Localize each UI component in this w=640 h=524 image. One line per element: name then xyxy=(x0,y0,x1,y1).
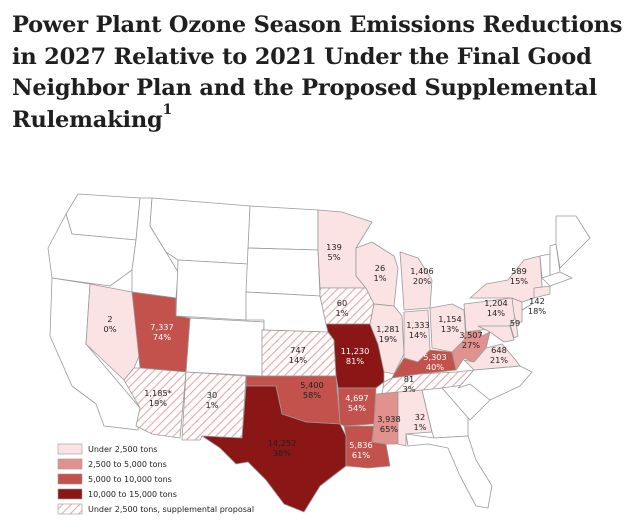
label-west-virginia: 3,507 27% xyxy=(459,330,482,350)
label-tennessee: 81 3% xyxy=(403,374,416,394)
state-florida xyxy=(405,433,493,509)
state-massachusetts xyxy=(541,271,573,287)
label-mississippi: 3,938 65% xyxy=(377,414,400,434)
state-wyoming xyxy=(175,259,249,321)
state-south-dakota xyxy=(245,247,321,297)
legend-label: 2,500 to 5,000 tons xyxy=(88,460,167,469)
map-legend: Under 2,500 tons 2,500 to 5,000 tons 5,0… xyxy=(57,443,254,515)
state-arizona xyxy=(123,367,187,439)
state-texas xyxy=(201,385,347,513)
label-new-jersey: 142 18% xyxy=(528,296,546,316)
state-pennsylvania xyxy=(463,297,517,333)
label-arizona: 1,185* 19% xyxy=(144,388,172,408)
label-ohio: 1,154 13% xyxy=(438,314,461,334)
state-delaware xyxy=(509,321,519,339)
label-new-york: 589 15% xyxy=(510,266,528,286)
legend-item-2500-5000: 2,500 to 5,000 tons xyxy=(57,458,167,470)
legend-label: Under 2,500 tons, supplemental proposal xyxy=(88,505,254,514)
legend-item-10000-15000: 10,000 to 15,000 tons xyxy=(57,488,177,500)
label-missouri: 11,230 81% xyxy=(341,346,370,366)
label-utah: 7,337 74% xyxy=(150,322,173,342)
state-north-dakota xyxy=(247,205,319,251)
label-oklahoma: 5,400 58% xyxy=(300,380,323,400)
state-colorado xyxy=(185,317,265,377)
state-virginia xyxy=(463,343,521,371)
title-text: Power Plant Ozone Season Emissions Reduc… xyxy=(12,12,623,133)
state-connecticut xyxy=(533,285,551,299)
page-title: Power Plant Ozone Season Emissions Reduc… xyxy=(12,10,632,136)
legend-item-5000-10000: 5,000 to 10,000 tons xyxy=(57,473,172,485)
state-arkansas xyxy=(337,387,377,427)
state-washington xyxy=(65,193,141,241)
label-illinois: 1,281 19% xyxy=(376,324,399,344)
label-wisconsin: 26 1% xyxy=(374,263,387,283)
legend-item-under-2500: Under 2,500 tons xyxy=(57,443,157,455)
legend-label: 10,000 to 15,000 tons xyxy=(88,490,177,499)
state-maryland xyxy=(477,325,515,343)
state-vermont xyxy=(539,253,551,279)
label-nevada: 2 0% xyxy=(104,314,117,334)
new-jersey-leader-line xyxy=(521,303,533,311)
label-michigan: 1,406 20% xyxy=(410,266,433,286)
label-iowa: 60 1% xyxy=(336,298,349,318)
title-footnote-marker: 1 xyxy=(162,102,173,118)
us-ozone-emissions-map: 2 0% 7,337 74% 1,185* 19% 30 1% 747 14% 5,400… xyxy=(47,193,591,515)
label-alabama: 32 1% xyxy=(414,412,427,432)
label-virginia: 648 21% xyxy=(490,345,508,365)
label-kentucky: 5,303 40% xyxy=(423,352,446,372)
label-indiana: 1,333 14% xyxy=(406,320,429,340)
label-pennsylvania: 1,204 14% xyxy=(484,298,507,318)
label-louisiana: 5,836 61% xyxy=(349,440,372,460)
state-oregon xyxy=(47,213,137,287)
legend-label: 5,000 to 10,000 tons xyxy=(88,475,172,484)
label-arkansas: 4,697 54% xyxy=(345,393,368,413)
label-texas: 14,252 38% xyxy=(268,438,297,458)
legend-label: Under 2,500 tons xyxy=(88,445,157,454)
label-maryland: 59 xyxy=(510,318,520,328)
label-kansas: 747 14% xyxy=(289,345,307,365)
label-minnesota: 139 5% xyxy=(326,242,342,262)
state-maine xyxy=(555,215,591,269)
legend-item-supplemental: Under 2,500 tons, supplemental proposal xyxy=(57,503,254,515)
label-new-mexico: 30 1% xyxy=(206,390,219,410)
